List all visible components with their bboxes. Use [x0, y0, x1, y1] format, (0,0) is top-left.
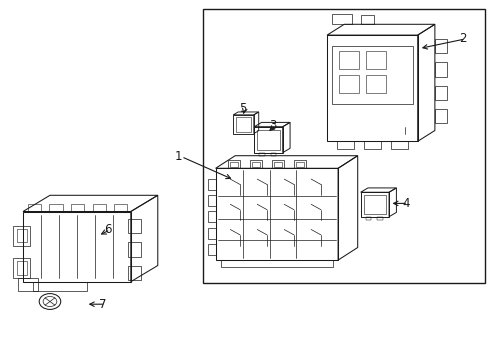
Bar [364, 195, 386, 214]
Bar [18, 278, 38, 291]
Bar [435, 39, 447, 53]
Bar [435, 85, 447, 100]
Bar [33, 282, 87, 291]
Text: 3: 3 [269, 119, 277, 132]
Bar [337, 141, 354, 148]
Bar [208, 244, 216, 255]
Bar [71, 204, 84, 212]
Bar [128, 242, 141, 257]
Bar [13, 226, 30, 246]
Bar [254, 127, 283, 153]
Bar [332, 46, 413, 104]
Bar [367, 51, 386, 69]
Bar [294, 161, 306, 168]
Bar [203, 9, 485, 283]
Text: 1: 1 [175, 150, 183, 163]
Bar [230, 162, 238, 167]
Bar [270, 153, 276, 156]
Bar [250, 161, 262, 168]
Bar [274, 162, 282, 167]
Bar [233, 115, 254, 134]
Text: 7: 7 [99, 298, 107, 311]
Bar [332, 13, 352, 24]
Bar [93, 204, 106, 212]
Bar [296, 162, 304, 167]
Text: 6: 6 [104, 223, 112, 236]
Bar [13, 258, 30, 278]
Bar [339, 75, 359, 93]
Bar [391, 141, 408, 148]
Bar [252, 162, 260, 167]
Bar [114, 204, 127, 212]
Bar [362, 15, 374, 24]
Bar [367, 75, 386, 93]
Text: 5: 5 [239, 102, 246, 114]
Bar [435, 62, 447, 77]
Text: 4: 4 [402, 197, 410, 210]
Bar [364, 141, 381, 148]
Bar [259, 153, 265, 156]
Bar [327, 35, 417, 141]
Bar [28, 204, 41, 212]
Bar [257, 130, 280, 150]
Bar [220, 260, 333, 266]
Bar [361, 192, 389, 217]
Bar [208, 211, 216, 222]
Bar [208, 228, 216, 238]
Bar [208, 179, 216, 190]
Bar [236, 117, 251, 132]
Bar [435, 109, 447, 123]
Bar [23, 211, 131, 282]
Bar [49, 204, 63, 212]
Bar [208, 195, 216, 206]
Bar [216, 168, 338, 260]
Bar [128, 266, 141, 280]
Bar [17, 261, 27, 275]
Bar [128, 219, 141, 233]
Text: 2: 2 [459, 32, 467, 45]
Bar [272, 161, 284, 168]
Bar [377, 217, 383, 220]
Bar [366, 217, 371, 220]
Bar [17, 229, 27, 243]
Bar [339, 51, 359, 69]
Bar [228, 161, 240, 168]
